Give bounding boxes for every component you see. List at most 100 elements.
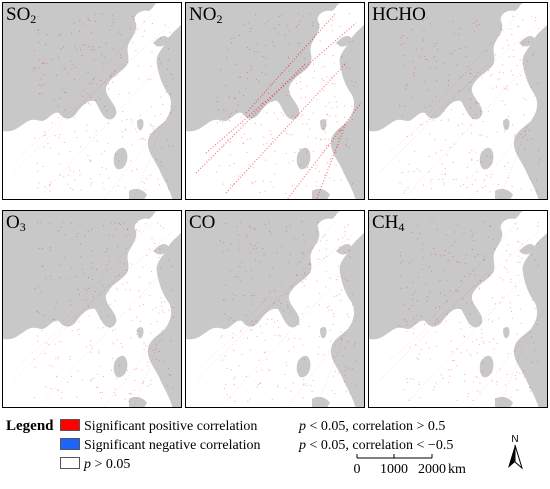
correlation-pixel [495,398,497,400]
correlation-pixel [161,147,163,149]
correlation-pixel [455,289,457,291]
correlation-pixel [122,283,124,285]
correlation-pixel [490,371,492,373]
correlation-pixel [40,78,42,80]
correlation-pixel [536,190,538,192]
correlation-pixel [240,221,242,223]
correlation-pixel [331,107,333,109]
correlation-pixel [101,54,103,56]
correlation-pixel [291,286,292,287]
correlation-pixel [522,19,524,21]
correlation-pixel [136,168,138,170]
correlation-pixel [149,133,151,135]
island-3 [495,188,513,199]
correlation-pixel [470,132,472,134]
correlation-pixel [133,389,135,391]
correlation-pixel [346,66,348,68]
correlation-pixel [435,42,437,44]
correlation-pixel [103,106,105,108]
correlation-pixel [349,393,351,395]
correlation-pixel [332,20,334,22]
correlation-pixel [429,358,431,360]
correlation-pixel [76,49,78,51]
correlation-pixel [507,116,509,118]
correlation-pixel [44,186,46,188]
correlation-pixel [139,276,140,278]
correlation-pixel [304,58,306,60]
correlation-pixel [81,379,83,381]
correlation-pixel [220,69,222,71]
correlation-pixel [324,124,326,126]
correlation-pixel [256,336,258,337]
correlation-pixel [108,290,110,292]
correlation-pixel [463,184,465,185]
correlation-pixel [155,158,157,160]
correlation-pixel [515,389,517,391]
correlation-pixel [79,146,81,148]
correlation-pixel [147,78,149,80]
correlation-pixel [90,32,92,34]
correlation-pixel [522,63,524,65]
correlation-pixel [274,173,275,175]
correlation-pixel [475,114,477,115]
correlation-pixel [145,345,147,347]
correlation-pixel [314,70,315,72]
correlation-pixel [453,179,454,180]
correlation-pixel [519,308,521,310]
north-arrow-icon: N [508,434,523,470]
correlation-pixel [33,50,35,52]
correlation-pixel [104,57,106,59]
correlation-pixel [345,63,347,65]
correlation-pixel [424,323,425,325]
correlation-pixel [262,180,264,182]
correlation-pixel [338,239,339,241]
correlation-pixel [439,280,441,282]
correlation-pixel [60,33,61,35]
correlation-pixel [508,56,510,58]
correlation-pixel [437,49,439,50]
correlation-pixel [120,343,122,344]
correlation-pixel [324,234,326,236]
correlation-pixel [37,222,39,224]
ship-track [42,62,164,194]
correlation-pixel [467,396,469,398]
correlation-pixel [265,65,266,66]
correlation-pixel [339,129,341,131]
correlation-pixel [479,391,481,393]
correlation-pixel [125,248,127,250]
correlation-pixel [160,267,162,269]
correlation-pixel [412,294,414,296]
correlation-pixel [56,389,58,391]
correlation-pixel [141,137,143,139]
correlation-pixel [466,302,468,304]
correlation-pixel [411,97,413,98]
correlation-pixel [277,385,279,387]
correlation-pixel [317,353,319,355]
map-o3 [3,211,181,407]
correlation-pixel [249,349,251,351]
correlation-pixel [403,65,405,67]
panel-label: SO2 [6,4,36,30]
correlation-pixel [425,282,427,284]
correlation-pixel [400,44,402,46]
correlation-pixel [491,380,493,382]
correlation-pixel [308,325,310,327]
correlation-pixel [511,310,512,312]
correlation-pixel [287,261,289,263]
correlation-pixel [63,176,65,178]
correlation-pixel [250,252,252,254]
correlation-pixel [102,182,104,184]
correlation-pixel [456,260,458,262]
correlation-pixel [59,230,60,232]
correlation-pixel [74,45,76,47]
correlation-pixel [470,107,472,109]
correlation-pixel [222,299,224,301]
correlation-pixel [504,165,506,167]
correlation-pixel [105,251,107,253]
correlation-pixel [92,279,93,281]
correlation-pixel [96,386,98,388]
correlation-pixel [37,33,39,35]
correlation-pixel [517,274,519,276]
correlation-pixel [324,174,326,176]
correlation-pixel [88,277,90,278]
